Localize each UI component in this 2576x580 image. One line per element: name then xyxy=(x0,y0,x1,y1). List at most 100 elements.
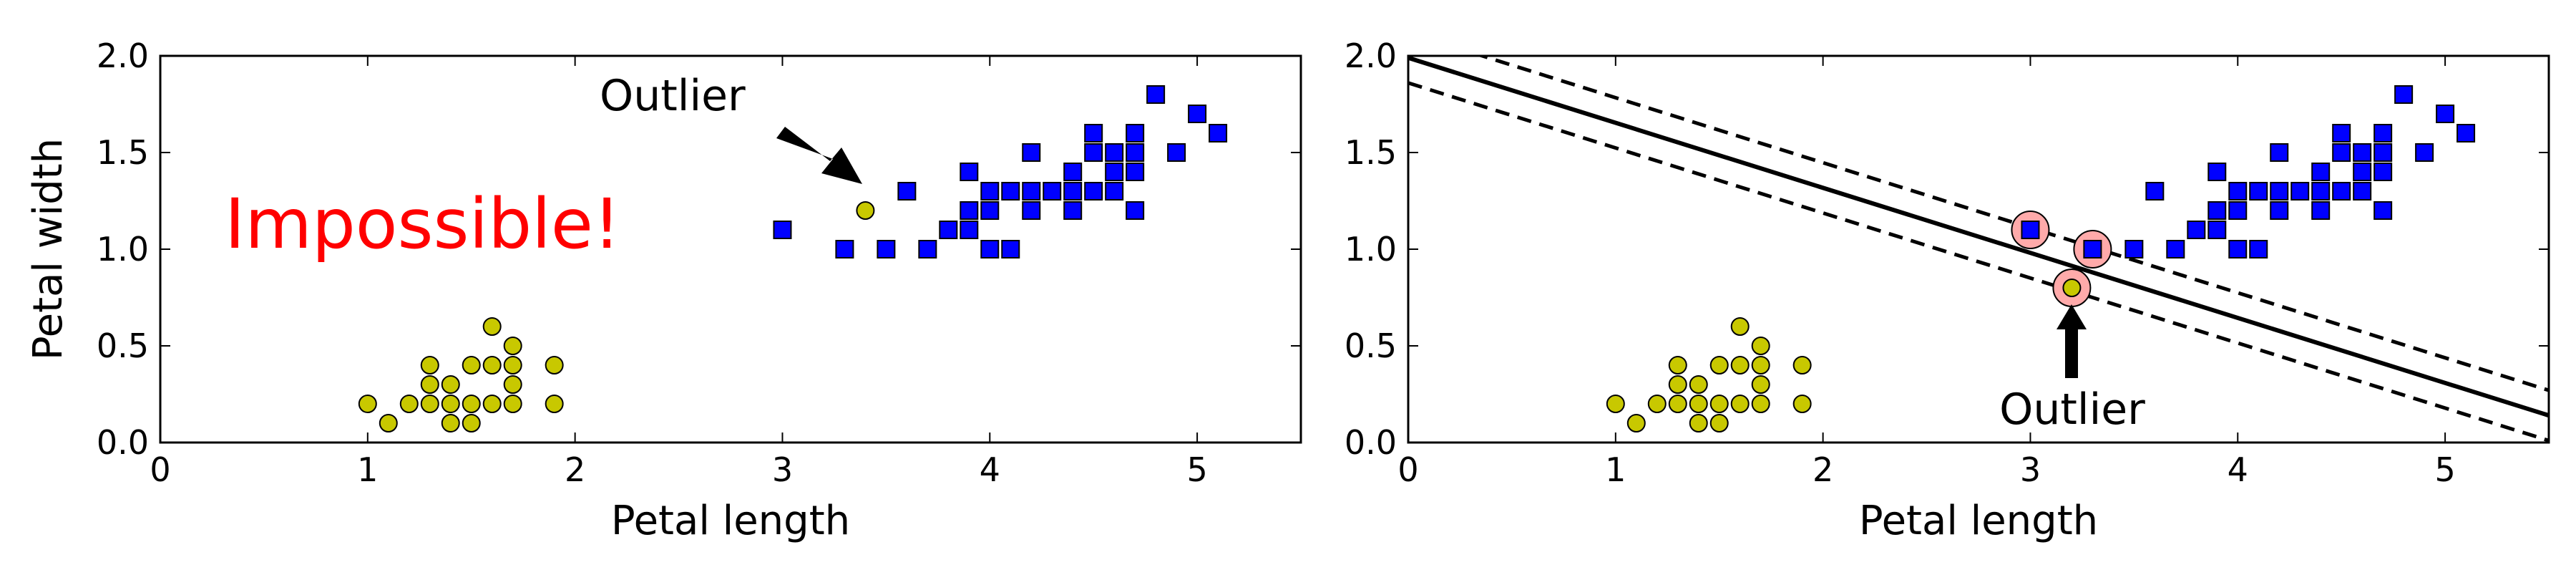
decision-boundary-line xyxy=(1408,56,2549,418)
left-outlier-annotation: Outlier xyxy=(600,71,746,121)
data-point-square xyxy=(1022,201,1041,220)
left-outlier-arrow xyxy=(776,127,862,184)
data-point-circle xyxy=(1730,317,1750,336)
data-point-square xyxy=(2311,163,2331,181)
data-point-square xyxy=(2270,182,2289,200)
data-point-circle xyxy=(379,414,398,432)
data-point-square xyxy=(2353,143,2372,162)
right-outlier-arrow xyxy=(2057,304,2087,378)
right-outlier-annotation: Outlier xyxy=(1999,385,2145,435)
data-point-square xyxy=(2270,143,2289,162)
data-point-circle xyxy=(1689,395,1708,413)
x-tick-label: 2 xyxy=(565,450,585,489)
left-y-axis-label: Petal width xyxy=(25,138,72,360)
data-point-square xyxy=(2353,182,2372,200)
data-point-square xyxy=(1126,201,1145,220)
data-point-square xyxy=(1146,85,1166,104)
data-point-square xyxy=(1001,182,1020,200)
data-point-circle xyxy=(1668,375,1687,394)
right-x-axis-label: Petal length xyxy=(1859,498,2098,544)
data-point-circle xyxy=(1751,395,1770,413)
data-point-square xyxy=(1105,182,1124,200)
right-plot-frame xyxy=(1407,54,2550,444)
data-point-square xyxy=(960,201,979,220)
data-point-circle xyxy=(503,356,522,374)
data-point-square xyxy=(980,240,1000,258)
x-tick-label: 2 xyxy=(1813,450,1833,489)
data-point-square xyxy=(1043,182,1062,200)
data-point-square xyxy=(1126,163,1145,181)
data-point-circle xyxy=(462,414,481,432)
data-point-circle xyxy=(1792,395,1812,413)
y-tick-label: 1.0 xyxy=(97,230,149,269)
impossible-annotation: Impossible! xyxy=(225,184,620,264)
x-tick-label: 5 xyxy=(2434,450,2455,489)
data-point-square xyxy=(1188,105,1207,123)
data-point-circle xyxy=(399,395,419,413)
y-tick-label: 1.5 xyxy=(1345,133,1397,172)
right-panel-ticks: 0 1 2 3 4 5 0.0 0.5 1.0 1.5 2.0 xyxy=(1345,37,2549,489)
left-panel-marks xyxy=(358,85,1228,432)
data-point-circle xyxy=(1689,414,1708,432)
data-point-square xyxy=(1063,201,1083,220)
x-tick-label: 0 xyxy=(150,450,170,489)
left-panel: 0 1 2 3 4 5 0.0 0.5 1.0 1.5 2.0 Petal length Petal… xyxy=(25,37,1302,544)
data-point-square xyxy=(2124,240,2144,258)
data-point-circle xyxy=(1689,375,1708,394)
data-point-square xyxy=(1063,182,1083,200)
data-point-square xyxy=(2249,240,2268,258)
data-point-square xyxy=(2332,143,2351,162)
data-point-square xyxy=(918,240,937,258)
y-tick-label: 0.5 xyxy=(97,327,149,365)
data-point-square xyxy=(1084,124,1103,142)
data-point-square xyxy=(1084,143,1103,162)
right-panel: 0 1 2 3 4 5 0.0 0.5 1.0 1.5 2.0 Petal length Outli… xyxy=(1345,37,2550,544)
x-tick-label: 5 xyxy=(1186,450,1207,489)
data-point-square xyxy=(2290,182,2310,200)
data-point-square xyxy=(2228,201,2248,220)
x-tick-label: 0 xyxy=(1397,450,1418,489)
data-point-circle xyxy=(1626,414,1646,432)
data-point-circle xyxy=(1751,356,1770,374)
y-tick-label: 1.5 xyxy=(97,133,149,172)
data-point-square xyxy=(2353,163,2372,181)
data-point-circle xyxy=(462,395,481,413)
data-point-circle xyxy=(1647,395,1667,413)
x-tick-label: 1 xyxy=(357,450,378,489)
data-point-circle xyxy=(420,395,439,413)
data-point-square xyxy=(2145,182,2165,200)
data-point-square xyxy=(2415,143,2434,162)
data-point-square xyxy=(2166,240,2185,258)
y-tick-label: 1.0 xyxy=(1345,230,1397,269)
data-point-square xyxy=(2311,182,2331,200)
data-point-square xyxy=(2457,124,2476,142)
y-tick-label: 0.5 xyxy=(1345,327,1397,365)
data-point-square xyxy=(773,221,792,239)
data-point-square xyxy=(2436,105,2455,123)
left-x-axis-label: Petal length xyxy=(611,498,850,544)
data-point-square xyxy=(2332,124,2351,142)
data-point-square xyxy=(2207,163,2227,181)
data-point-circle xyxy=(1730,356,1750,374)
data-point-circle xyxy=(1668,395,1687,413)
data-point-square xyxy=(2187,221,2206,239)
data-point-square xyxy=(2373,143,2393,162)
data-point-circle xyxy=(503,337,522,355)
data-point-square xyxy=(2207,201,2227,220)
y-tick-label: 0.0 xyxy=(97,423,149,462)
data-point-circle xyxy=(1792,356,1812,374)
data-point-circle xyxy=(482,317,502,336)
data-point-square xyxy=(1022,182,1041,200)
data-point-circle xyxy=(503,395,522,413)
data-point-circle xyxy=(1606,395,1625,413)
data-point-circle xyxy=(482,356,502,374)
right-panel-decision-lines xyxy=(1408,56,2549,443)
x-tick-label: 1 xyxy=(1605,450,1626,489)
data-point-circle xyxy=(441,414,460,432)
data-point-square xyxy=(1126,124,1145,142)
data-point-square xyxy=(1105,163,1124,181)
data-point-square xyxy=(2373,124,2393,142)
data-point-square xyxy=(2332,182,2351,200)
data-point-square xyxy=(2083,240,2102,258)
